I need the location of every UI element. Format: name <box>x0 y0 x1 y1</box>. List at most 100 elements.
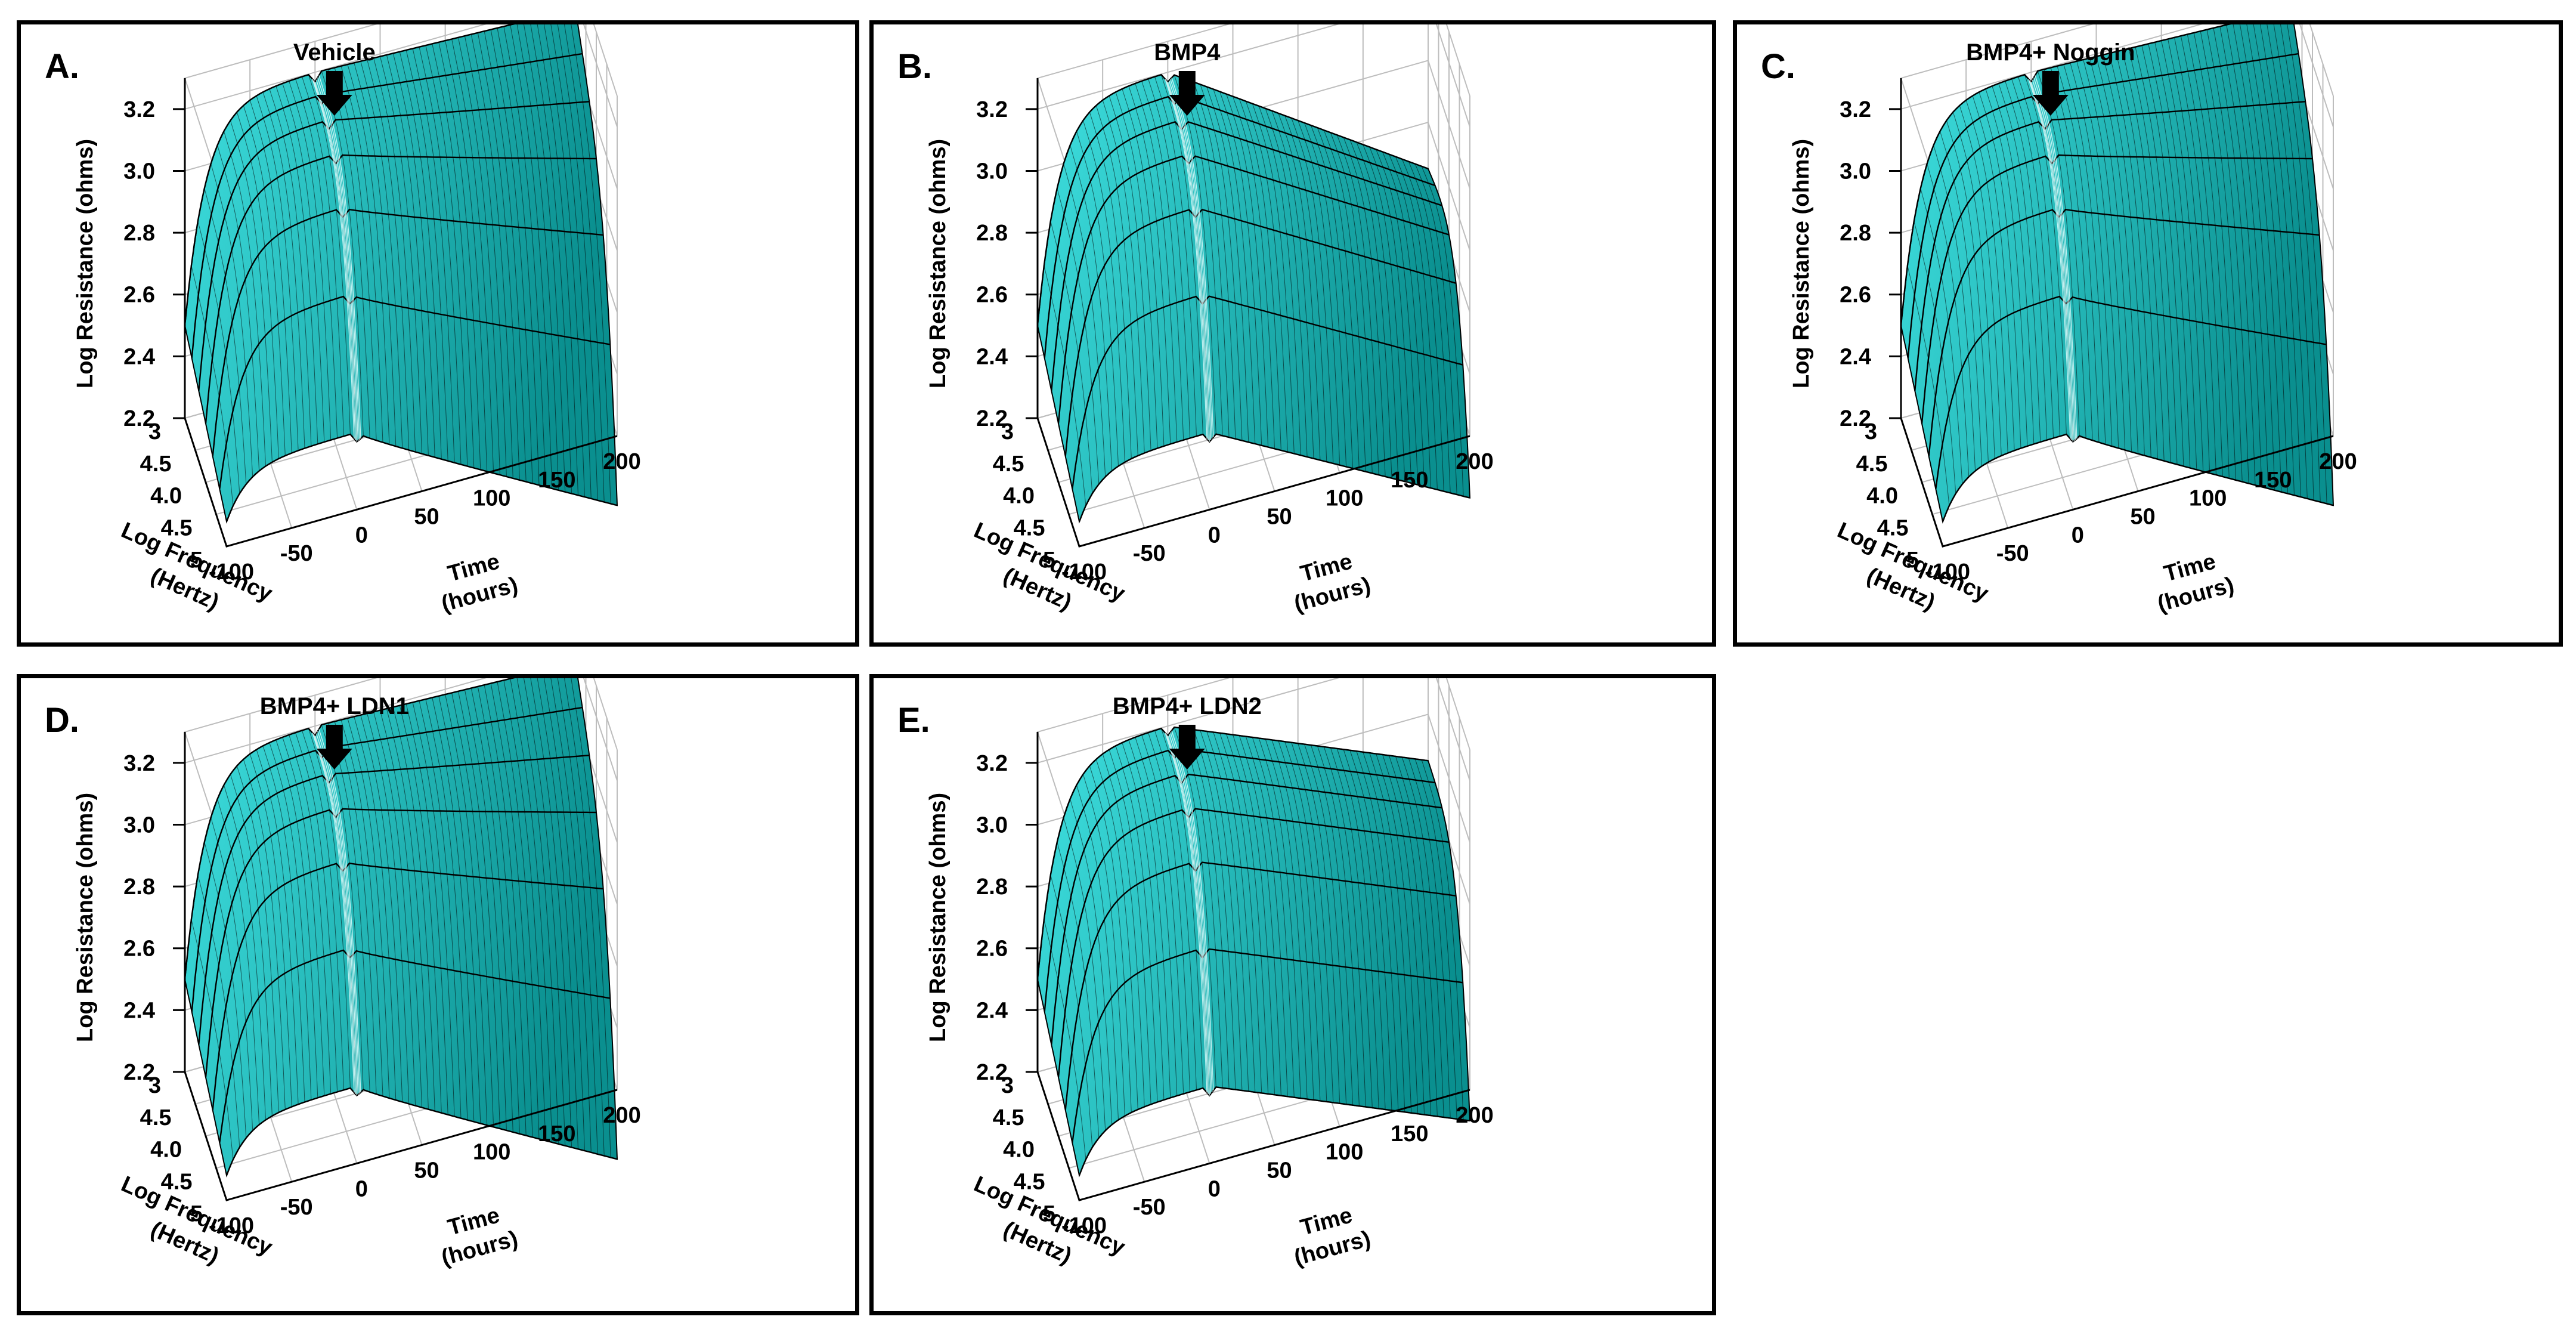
surface-frequency-curve <box>1078 433 1470 522</box>
panel-a: 2.2 2.4 2.6 2.8 3.0 3.2 3 4.5 4.0 4.5 5 -100 -50 0 50 1… <box>17 20 859 647</box>
treatment-ridge-line <box>313 734 356 1095</box>
freq-tick-label: 5 <box>1043 1201 1055 1226</box>
z-axis-label: Log Resistance (ohms) <box>73 139 98 388</box>
z-tick-label: 2.4 <box>123 344 155 369</box>
z-tick-label: 2.6 <box>976 937 1008 962</box>
treatment-ridge-line <box>1167 82 1210 442</box>
surface-frequency-curve <box>1064 861 1456 1111</box>
z-tick-label: 2.6 <box>976 283 1008 308</box>
freq-tick-label: 4.5 <box>140 452 172 477</box>
time-tick-label: -100 <box>1061 560 1107 585</box>
chart-svg: 2.2 2.4 2.6 2.8 3.0 3.2 3 4.5 4.0 4.5 5 -100 -50 0 50 1… <box>1761 24 2357 617</box>
back-wall-gridline <box>184 24 487 110</box>
surface-frequency-curve <box>184 678 515 979</box>
time-tick-label: 50 <box>1267 505 1292 530</box>
treatment-ridge-line <box>1166 80 1209 441</box>
z-tick-label: 2.2 <box>123 406 155 431</box>
surface-frequency-curve <box>1928 208 2320 457</box>
z-tick-label: 2.2 <box>976 1060 1008 1085</box>
surface-frequency-curve <box>1900 24 2231 326</box>
surface-frequency-curve <box>1072 295 1463 489</box>
panel-d: 2.2 2.4 2.6 2.8 3.0 3.2 3 4.5 4.0 4.5 5 -100 -50 0 50 1… <box>17 674 859 1315</box>
time-tick-label: -100 <box>209 560 254 585</box>
chart-svg: 2.2 2.4 2.6 2.8 3.0 3.2 3 4.5 4.0 4.5 5 -100 -50 0 50 1… <box>45 678 641 1271</box>
time-tick-label: -50 <box>1996 541 2029 566</box>
surface-frequency-curve <box>1051 773 1442 1045</box>
freq-tick-label: 4.5 <box>140 1105 172 1130</box>
z-tick-label: 2.2 <box>1840 406 1871 431</box>
freq-tick-label: 3 <box>1001 1073 1014 1098</box>
time-tick-label: 200 <box>1456 449 1493 474</box>
chart-svg: 2.2 2.4 2.6 2.8 3.0 3.2 3 4.5 4.0 4.5 5 -100 -50 0 50 1… <box>45 24 641 617</box>
freq-tick-label: 3 <box>148 419 161 444</box>
treatment-title: BMP4+ LDN2 <box>1113 693 1262 719</box>
panel-label: C. <box>1761 47 1795 86</box>
panel-label: A. <box>45 47 79 86</box>
treatment-ridge-line <box>1165 733 1208 1093</box>
freq-tick-label: 4.0 <box>150 484 182 509</box>
surface-frequency-curve <box>1064 208 1457 457</box>
time-tick-label: -50 <box>280 1195 313 1220</box>
treatment-title: Vehicle <box>293 39 376 66</box>
surface-frequency-curve <box>225 433 618 522</box>
panel-c: 2.2 2.4 2.6 2.8 3.0 3.2 3 4.5 4.0 4.5 5 -100 -50 0 50 1… <box>1733 20 2563 647</box>
z-tick-label: 3.0 <box>123 812 155 838</box>
z-axis-label: Log Resistance (ohms) <box>73 793 98 1042</box>
freq-tick-label: 4.5 <box>161 1169 193 1194</box>
surface-frequency-curve <box>184 24 515 326</box>
treatment-arrow-icon <box>316 725 352 770</box>
surface-frequency-curve <box>191 706 583 1012</box>
treatment-ridge-line <box>314 82 357 442</box>
z-tick-label: 2.4 <box>976 998 1008 1023</box>
box-top-edge <box>1036 678 1470 861</box>
time-tick-label: 100 <box>473 1140 510 1165</box>
treatment-title: BMP4+ LDN1 <box>260 693 409 719</box>
surface-frequency-curve <box>1036 73 1429 326</box>
back-wall-gridline <box>1037 24 1339 110</box>
freq-tick-label: 4.5 <box>993 452 1024 477</box>
surface-frequency-curve <box>1072 948 1463 1143</box>
panel-b: 2.2 2.4 2.6 2.8 3.0 3.2 3 4.5 4.0 4.5 5 -100 -50 0 50 1… <box>869 20 1716 647</box>
treatment-ridge-line <box>2029 80 2072 441</box>
time-tick-label: 50 <box>414 1158 439 1183</box>
base-axis-line <box>184 418 618 548</box>
surface-frequency-curve <box>1036 726 1429 979</box>
freq-tick-label: 5 <box>190 1201 203 1226</box>
surface-frequency-curve <box>198 755 590 1045</box>
panel-label: B. <box>897 47 932 86</box>
z-tick-label: 2.2 <box>976 406 1008 431</box>
freq-tick-label: 4.0 <box>1866 484 1898 509</box>
z-tick-label: 2.6 <box>1840 283 1871 308</box>
z-tick-label: 2.8 <box>976 874 1008 900</box>
z-tick-label: 3.2 <box>976 97 1008 122</box>
time-tick-label: 0 <box>1208 523 1221 548</box>
freq-tick-label: 3 <box>1001 419 1014 444</box>
surface-frequency-curve <box>205 808 597 1078</box>
z-tick-label: 2.4 <box>1840 344 1871 369</box>
treatment-arrow-icon <box>1169 71 1205 116</box>
time-tick-label: 100 <box>2189 486 2227 511</box>
surface-frequency-curve <box>1057 155 1450 424</box>
base-axis-line <box>1900 418 2334 548</box>
freq-tick-label: 3 <box>148 1073 161 1098</box>
base-axis-line <box>1036 1071 1470 1201</box>
treatment-ridge-line <box>313 80 356 441</box>
freq-tick-label: 4.0 <box>150 1138 182 1163</box>
freq-tick-label: 4.0 <box>1003 1138 1035 1163</box>
time-tick-label: 0 <box>355 1176 368 1201</box>
time-tick-label: -50 <box>280 541 313 566</box>
treatment-arrow-icon <box>1169 725 1205 770</box>
treatment-ridge-line <box>1166 734 1209 1095</box>
z-tick-label: 2.2 <box>123 1060 155 1085</box>
z-tick-label: 2.6 <box>123 937 155 962</box>
treatment-arrow-icon <box>316 71 352 116</box>
z-tick-label: 3.0 <box>123 159 155 184</box>
treatment-ridge-line <box>2028 79 2071 439</box>
back-wall-gridline <box>184 678 487 764</box>
treatment-ridge-line <box>314 736 357 1096</box>
treatment-ridge-line <box>312 733 355 1093</box>
chart-svg: 2.2 2.4 2.6 2.8 3.0 3.2 3 4.5 4.0 4.5 5 -100 -50 0 50 1… <box>897 24 1494 617</box>
freq-tick-label: 4.5 <box>1877 515 1909 540</box>
z-tick-label: 3.2 <box>976 751 1008 776</box>
surface-frequency-curve <box>1078 1086 1470 1176</box>
